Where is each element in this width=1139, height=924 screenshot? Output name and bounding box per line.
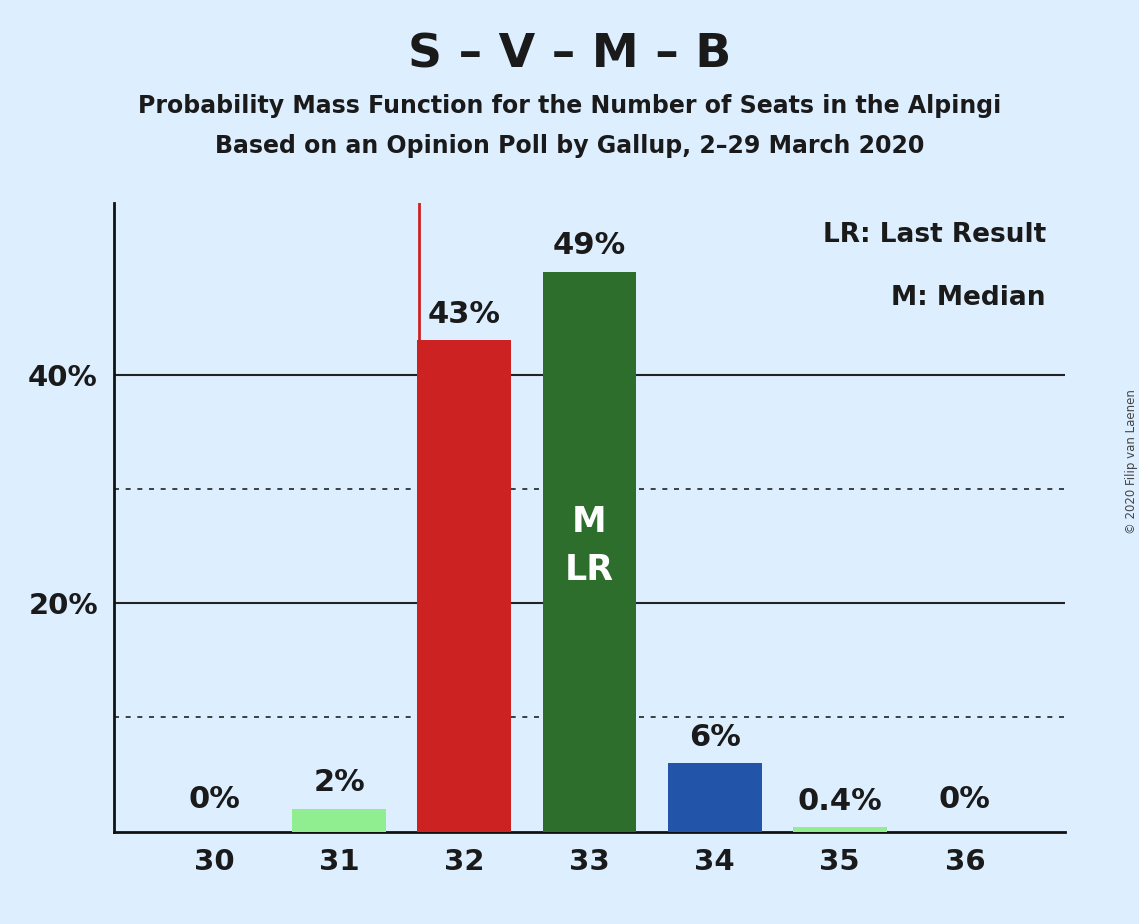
Bar: [417, 340, 511, 832]
Text: © 2020 Filip van Laenen: © 2020 Filip van Laenen: [1124, 390, 1138, 534]
Text: Probability Mass Function for the Number of Seats in the Alpingi: Probability Mass Function for the Number…: [138, 94, 1001, 118]
Bar: [293, 808, 386, 832]
Text: 0%: 0%: [939, 785, 991, 814]
Bar: [542, 272, 637, 832]
Text: S – V – M – B: S – V – M – B: [408, 32, 731, 78]
Text: LR: Last Result: LR: Last Result: [822, 222, 1046, 249]
Text: 43%: 43%: [428, 300, 501, 329]
Text: 0.4%: 0.4%: [797, 786, 882, 816]
Text: 2%: 2%: [313, 769, 364, 797]
Bar: [667, 763, 762, 832]
Text: M
LR: M LR: [565, 505, 614, 587]
Text: 6%: 6%: [689, 723, 740, 751]
Text: 49%: 49%: [552, 231, 626, 261]
Text: Based on an Opinion Poll by Gallup, 2–29 March 2020: Based on an Opinion Poll by Gallup, 2–29…: [215, 134, 924, 158]
Bar: [793, 827, 886, 832]
Text: 0%: 0%: [188, 785, 240, 814]
Text: M: Median: M: Median: [892, 285, 1046, 311]
